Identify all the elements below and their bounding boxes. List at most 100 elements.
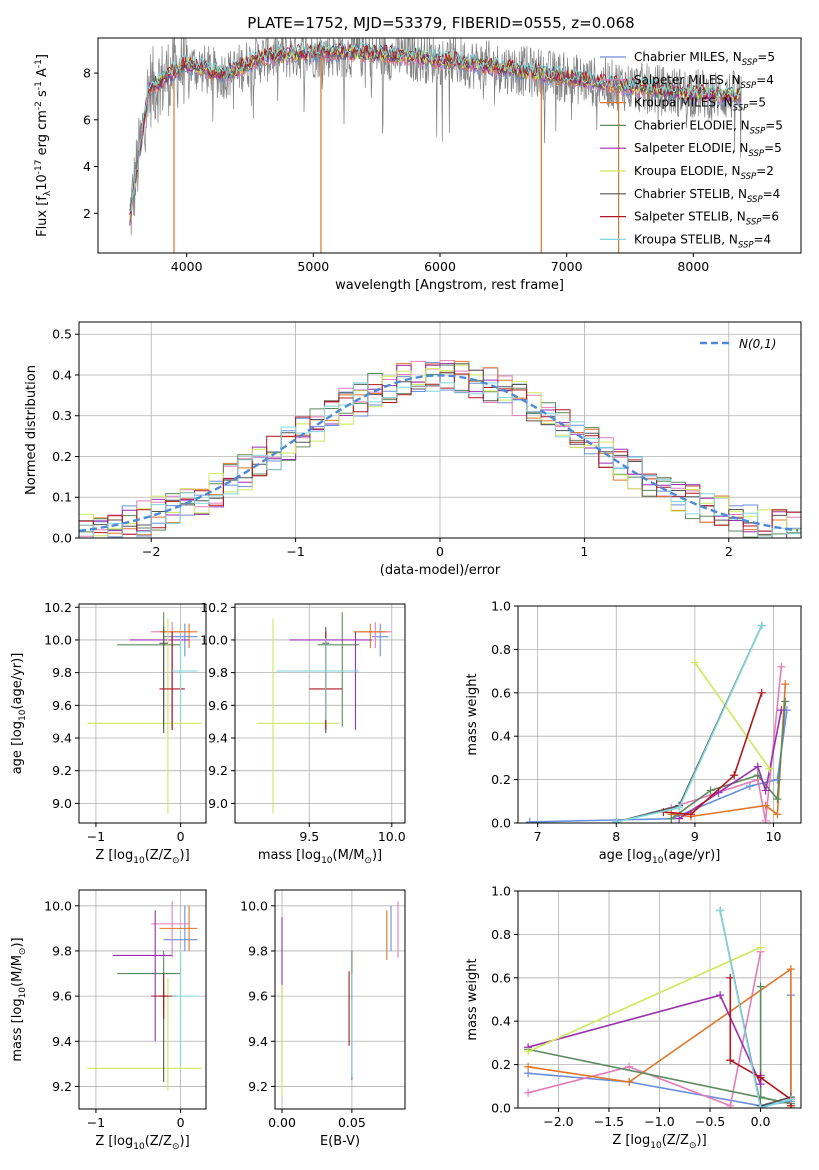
x-tick-label: 0 xyxy=(177,1115,185,1130)
weight-series-7 xyxy=(663,692,763,816)
residual-histogram-6 xyxy=(79,363,801,535)
y-tick-label: 9.0 xyxy=(52,796,72,811)
x-axis-label: age [log10​(age/yr)] xyxy=(599,848,721,866)
errorbar-point-8 xyxy=(276,638,359,721)
weight-marker xyxy=(756,982,765,991)
panel-mass-vs-ebv: 0.00 0.05 9.2 9.4 9.6 9.8 10.0 E(B-V) xyxy=(240,889,406,1149)
weight-marker xyxy=(786,1095,795,1104)
y-tick-label: 9.2 xyxy=(248,1079,268,1094)
panel-residuals: −2 −1 0 1 2 0.0 0.1 0.2 0.3 0.4 0.5 (data-model)/er… xyxy=(24,321,802,578)
weight-marker xyxy=(773,795,782,804)
plot-marks xyxy=(524,906,795,1108)
axes-frame xyxy=(234,603,406,824)
y-tick-label: 2 xyxy=(83,206,91,221)
y-tick-label: 9.6 xyxy=(248,989,268,1004)
y-axis-label: mass weight xyxy=(465,958,480,1040)
weight-marker xyxy=(675,803,684,812)
y-tick-label: 9.4 xyxy=(248,1034,268,1049)
y-tick-label: 9.8 xyxy=(52,943,72,958)
weight-marker xyxy=(753,762,762,771)
y-tick-label: 1.0 xyxy=(491,884,511,899)
legend-label-gaussian: N(0,1) xyxy=(739,337,776,351)
figure-title: PLATE=1752, MJD=53379, FIBERID=0555, z=0… xyxy=(247,14,634,32)
x-tick-label: −2 xyxy=(142,544,160,559)
spectrum-legend: Chabrier MILES, NSSP=5 Salpeter MILES, NS… xyxy=(600,50,783,250)
legend-label-0: Chabrier MILES, NSSP=5 xyxy=(634,50,775,68)
panel-mass-vs-Z: −1 0 9.2 9.4 9.6 9.8 10.0 Z [log10​(Z/Z⊙​)] mass… xyxy=(10,889,207,1152)
errorbar-point-2 xyxy=(353,623,387,649)
errorbar-point-5 xyxy=(87,618,202,814)
panel-spectrum: 4000 5000 6000 7000 8000 2 4 6 8 wavelength [Angs… xyxy=(34,37,802,293)
axes-frame xyxy=(97,37,802,254)
plot-area xyxy=(275,890,405,1109)
weight-marker xyxy=(756,1073,765,1082)
plot-marks xyxy=(79,360,801,538)
weight-marker xyxy=(706,786,715,795)
plot-marks xyxy=(129,38,742,253)
y-tick-label: 8 xyxy=(83,66,91,81)
y-tick-label: 4 xyxy=(83,159,91,174)
weight-marker xyxy=(761,801,770,810)
x-tick-label: −1.5 xyxy=(594,1114,624,1129)
errorbar-point-8 xyxy=(172,950,198,1064)
weight-marker xyxy=(745,782,754,791)
y-tick-label: 1.0 xyxy=(491,599,511,614)
y-tick-label: 0.6 xyxy=(491,970,511,985)
plot-area xyxy=(518,606,801,823)
legend-label-7: Salpeter STELIB, NSSP=6 xyxy=(634,210,779,228)
residual-histogram-8 xyxy=(79,382,801,538)
panel-weight-vs-Z: −2.0 −1.5 −1.0 −0.5 0.0 0.0 0.2 0.4 0.6 0.8 1.0 Z [… xyxy=(465,884,802,1151)
weight-marker xyxy=(757,688,766,697)
weight-marker xyxy=(524,1047,533,1056)
x-tick-label: −1 xyxy=(87,829,105,844)
y-tick-label: 0.6 xyxy=(491,685,511,700)
errorbar-point-2 xyxy=(159,623,198,649)
plot-marks xyxy=(87,612,202,814)
weight-marker xyxy=(726,1056,735,1065)
weight-marker xyxy=(675,814,684,823)
x-tick-label: 0 xyxy=(436,544,444,559)
axes-frame xyxy=(78,603,207,824)
weight-marker xyxy=(524,1088,533,1097)
y-tick-label: 9.6 xyxy=(52,698,72,713)
axes-frame xyxy=(274,889,406,1110)
errorbar-point-2 xyxy=(159,905,198,951)
legend-label-4: Salpeter ELODIE, NSSP=5 xyxy=(634,141,782,159)
model-spectrum-8 xyxy=(129,41,742,212)
legend-label-5: Kroupa ELODIE, NSSP=2 xyxy=(634,164,774,182)
weight-series-5 xyxy=(694,661,771,770)
errorbar-point-4 xyxy=(289,631,372,730)
weight-series-8 xyxy=(719,910,792,1108)
x-tick-label: −1 xyxy=(87,1115,105,1130)
x-tick-label: 0 xyxy=(177,829,185,844)
y-axis-label: age [log10​(age/yr)] xyxy=(10,653,28,775)
weight-marker xyxy=(781,680,790,689)
weight-marker xyxy=(777,662,786,671)
weight-marker xyxy=(625,1062,634,1071)
y-tick-label: 10.0 xyxy=(44,632,72,647)
y-tick-label: 9.8 xyxy=(208,665,228,680)
weight-marker xyxy=(726,973,735,982)
x-tick-label: 0.0 xyxy=(751,1114,771,1129)
x-tick-label: −0.5 xyxy=(695,1114,725,1129)
weight-marker xyxy=(756,943,765,952)
y-tick-label: 0.1 xyxy=(52,490,72,505)
weight-series-5 xyxy=(527,946,761,1053)
y-tick-label: 9.8 xyxy=(52,665,72,680)
y-tick-label: 9.0 xyxy=(208,796,228,811)
x-tick-label: 9.5 xyxy=(299,829,319,844)
y-tick-label: 10.2 xyxy=(200,600,228,615)
x-axis-label: Z [log10​(Z/Z⊙​)] xyxy=(95,848,189,866)
x-tick-label: −1 xyxy=(286,544,304,559)
y-tick-label: 0.4 xyxy=(491,729,511,744)
errorbar-point-5 xyxy=(87,978,202,1091)
weight-marker xyxy=(786,965,795,974)
weight-marker xyxy=(625,1077,634,1086)
plot-marks xyxy=(525,621,791,823)
errorbar-point-0 xyxy=(371,623,389,657)
weight-marker xyxy=(765,764,774,773)
x-tick-label: 7 xyxy=(534,829,542,844)
y-tick-label: 0.0 xyxy=(491,816,511,831)
x-axis-label: (data-model)/error xyxy=(380,563,501,578)
